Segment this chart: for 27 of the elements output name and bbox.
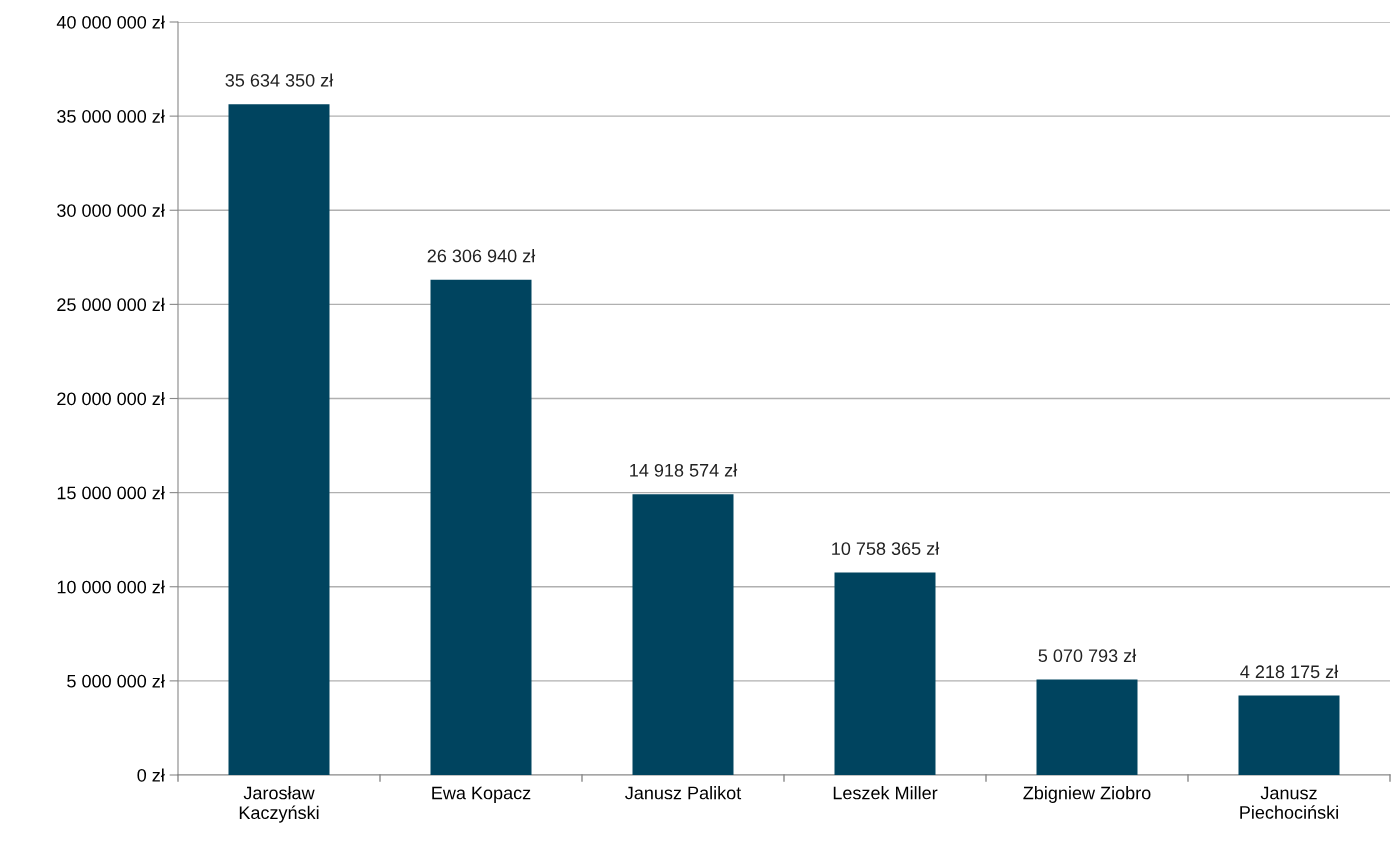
data-label: 35 634 350 zł [225, 73, 334, 87]
data-label: 5 070 793 zł [1038, 648, 1137, 663]
x-tick-label: Ewa Kopacz [432, 786, 531, 803]
bar [430, 279, 532, 775]
y-tick-label: 15 000 000 zł [57, 486, 165, 500]
y-tick-label: 20 000 000 zł [57, 391, 165, 406]
x-tick-label: Jarosław Kaczyński [239, 786, 319, 823]
y-tick-label: 30 000 000 zł [57, 203, 165, 217]
y-tick-label: 35 000 000 zł [57, 109, 165, 123]
data-label: 4 218 175 zł [1240, 664, 1339, 679]
bar [632, 494, 734, 775]
x-tick-label: Leszek Miller [833, 786, 938, 800]
y-tick-label: 5 000 000 zł [67, 674, 165, 688]
data-label: 26 306 940 zł [427, 249, 536, 263]
y-tick-label: 40 000 000 zł [56, 15, 165, 29]
data-label: 10 758 365 zł [832, 541, 940, 556]
x-tick-label: Janusz Palikot [625, 786, 742, 800]
y-tick-label: 25 000 000 zł [57, 297, 165, 312]
data-label: 14 918 574 zł [630, 463, 738, 477]
y-tick-label: 10 000 000 zł [57, 580, 165, 594]
x-tick-label: Janusz Piechociński [1240, 786, 1338, 819]
bar [834, 572, 936, 775]
y-tick-label: 0 zł [137, 768, 165, 782]
bar [1036, 679, 1138, 775]
x-tick-label: Zbigniew Ziobro [1023, 786, 1151, 803]
bar [228, 104, 330, 775]
bar [1238, 695, 1340, 775]
